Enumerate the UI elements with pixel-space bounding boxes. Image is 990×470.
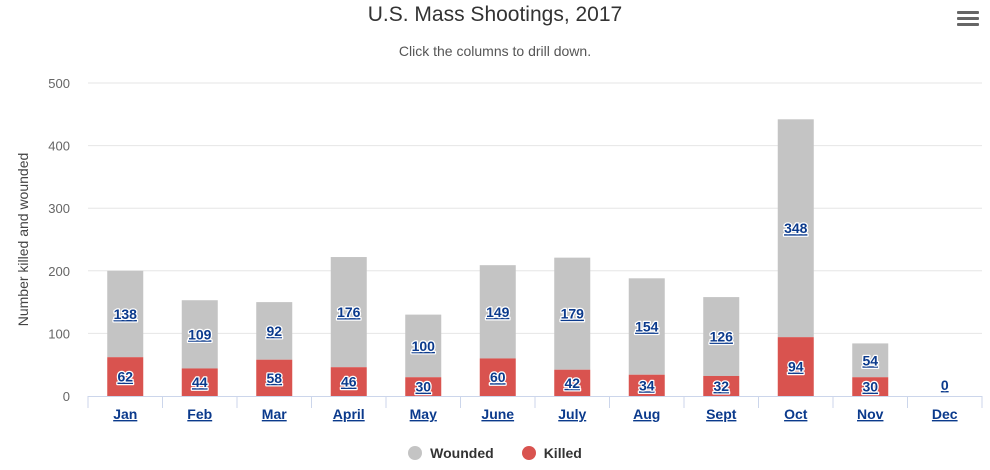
data-label-killed: 32 [713,378,729,394]
bar-killed[interactable] [181,368,218,396]
bar-killed[interactable] [554,369,591,396]
data-label-killed: 30 [415,379,431,395]
bar-wounded[interactable] [777,119,814,338]
legend: Wounded Killed [0,445,990,461]
y-axis-title: Number killed and wounded [15,153,31,327]
data-label-wounded: 109 [188,326,212,342]
menu-bar [957,23,979,26]
hamburger-menu-icon[interactable] [957,11,979,29]
menu-bar [957,11,979,14]
x-axis: Jan Feb Mar April May June July Aug Sept Oct Nov De… [87,396,983,422]
bar-wounded[interactable] [256,302,293,360]
data-label-killed: 94 [788,359,804,375]
data-labels: 138 62 109 44 92 58 176 46 100 30 149 60 179 42 154 34 1… [112,219,950,396]
legend-item-killed[interactable]: Killed [521,445,582,461]
gridlines [88,82,982,334]
x-tick-label[interactable]: Oct [784,406,808,422]
x-tick-label[interactable]: Aug [633,406,660,422]
bar-wounded[interactable] [330,257,367,368]
data-label-wounded: 176 [337,304,361,320]
bar-killed[interactable] [330,367,367,396]
bar-killed[interactable] [628,374,665,396]
x-tick-label[interactable]: Jan [113,406,137,422]
data-label-wounded: 126 [710,329,734,345]
data-label-wounded: 348 [784,220,808,236]
legend-item-wounded[interactable]: Wounded [408,445,494,461]
data-label-killed: 46 [341,374,357,390]
wounded-dot-icon [408,446,423,460]
data-label-killed: 60 [490,369,506,385]
y-tick-label: 500 [48,76,70,91]
x-tick-label[interactable]: April [333,406,365,422]
data-label-wounded: 138 [114,306,138,322]
y-tick-label: 0 [63,389,70,404]
bar-wounded[interactable] [181,300,218,369]
x-tick-label[interactable]: Nov [857,406,884,422]
y-tick-label: 100 [48,326,70,341]
data-label-killed: 44 [192,374,208,390]
y-axis: 0 100 200 300 400 500 [48,76,70,404]
bar-killed[interactable] [107,357,144,396]
bar-killed[interactable] [777,337,814,396]
data-label-total: 0 [941,377,949,393]
legend-label-killed: Killed [543,445,582,461]
data-label-killed: 58 [266,370,282,386]
bar-wounded[interactable] [479,265,516,359]
x-tick-label[interactable]: Feb [187,406,212,422]
bar-wounded[interactable] [852,343,889,378]
killed-dot-icon [521,446,536,460]
bar-wounded[interactable] [405,314,442,378]
menu-bar [957,17,979,20]
chart-title: U.S. Mass Shootings, 2017 [367,3,623,26]
bar-killed[interactable] [405,377,442,396]
bar-killed[interactable] [479,358,516,396]
data-label-killed: 42 [564,375,580,391]
bar-killed[interactable] [256,359,293,396]
legend-label-wounded: Wounded [430,445,494,461]
data-label-killed: 30 [862,379,878,395]
x-tick-label[interactable]: Dec [932,406,958,422]
chart-subtitle: Click the columns to drill down. [398,43,592,59]
x-tick-label[interactable]: Mar [262,406,287,422]
x-tick-label[interactable]: Sept [706,406,737,422]
bar-killed[interactable] [852,377,889,396]
data-label-killed: 62 [117,369,133,385]
data-label-wounded: 54 [862,352,878,368]
bar-wounded[interactable] [628,278,665,375]
bar-wounded[interactable] [554,257,591,370]
data-label-wounded: 154 [635,319,659,335]
y-tick-label: 400 [48,139,70,154]
bar-wounded[interactable] [107,270,144,358]
bars [107,119,889,396]
data-label-killed: 34 [639,377,655,393]
data-label-wounded: 149 [486,304,510,320]
bar-wounded[interactable] [703,297,740,376]
data-label-wounded: 92 [266,323,282,339]
x-tick-label[interactable]: July [558,406,586,422]
y-tick-label: 300 [48,201,70,216]
data-label-wounded: 179 [561,306,585,322]
x-tick-label[interactable]: June [481,406,514,422]
y-tick-label: 200 [48,264,70,279]
x-tick-label[interactable]: May [410,406,437,422]
data-label-wounded: 100 [412,338,436,354]
bar-killed[interactable] [703,375,740,396]
